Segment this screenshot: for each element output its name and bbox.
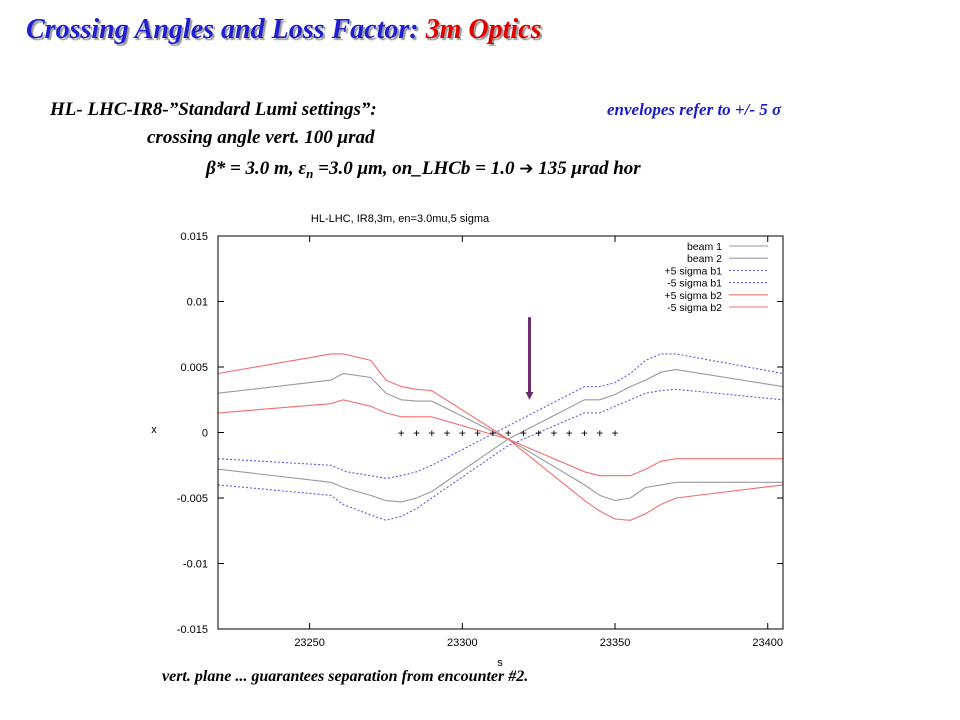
- emittance-lhcb-text: =3.0 μm, on_LHCb = 1.0: [313, 158, 520, 179]
- x-tick-label: 23350: [600, 637, 631, 649]
- plus-marker: +: [551, 427, 558, 440]
- y-tick-label: -0.01: [183, 559, 208, 571]
- plus-marker: +: [596, 427, 603, 440]
- plus-marker: +: [520, 427, 527, 440]
- plus-marker: +: [413, 427, 420, 440]
- y-tick-label: 0.01: [187, 297, 208, 309]
- x-tick-label: 23400: [752, 637, 783, 649]
- legend-label: -5 sigma b2: [667, 302, 722, 314]
- plot-markers-group: + + + + + + + + + + + + + + +: [398, 427, 619, 440]
- series-line-6: [217, 399, 784, 521]
- legend-label: -5 sigma b1: [667, 278, 722, 290]
- y-tick-label: -0.005: [177, 493, 208, 505]
- series-line-5: [217, 353, 783, 477]
- plus-marker: +: [581, 427, 588, 440]
- plus-marker: +: [490, 427, 497, 440]
- settings-heading: HL- LHC-IR8-”Standard Lumi settings”:: [50, 99, 377, 120]
- slide-title: Crossing Angles and Loss Factor: 3m Opti…: [26, 14, 542, 46]
- y-tick-label: -0.015: [177, 624, 208, 636]
- plus-marker: +: [505, 427, 512, 440]
- legend-label: beam 1: [687, 241, 722, 253]
- slide-title-accent: 3m Optics: [425, 14, 542, 45]
- legend-label: beam 2: [687, 253, 722, 265]
- plus-marker: +: [428, 427, 435, 440]
- caption: vert. plane ... guarantees separation fr…: [162, 668, 529, 685]
- plot-series-group: [217, 353, 784, 521]
- y-axis-label: x: [151, 424, 157, 436]
- y-tick-label: 0: [202, 428, 208, 440]
- x-tick-label: 23300: [447, 637, 478, 649]
- envelopes-note: envelopes refer to +/- 5 σ: [607, 100, 782, 119]
- legend-label: +5 sigma b1: [665, 265, 723, 277]
- plus-marker: +: [474, 427, 481, 440]
- plot-axes-group: 23250 23300 23350 23400 -0.015 -0.01 -0.005 0 0.…: [177, 231, 783, 649]
- plus-marker: +: [444, 427, 451, 440]
- horizontal-angle-text: 135 μrad hor: [533, 158, 641, 179]
- plus-marker: +: [566, 427, 573, 440]
- crossing-angle-line: crossing angle vert. 100 μrad: [147, 127, 375, 148]
- plus-marker: +: [398, 427, 405, 440]
- series-line-4: [217, 388, 784, 521]
- optics-parameters-line: β* = 3.0 m, εn =3.0 μm, on_LHCb = 1.0 ➔ …: [206, 158, 641, 182]
- series-line-3: [217, 353, 784, 479]
- plus-marker: +: [535, 427, 542, 440]
- x-axis-label: s: [497, 657, 503, 669]
- emittance-subscript: n: [306, 166, 314, 181]
- y-tick-label: 0.015: [180, 231, 208, 243]
- plus-marker: +: [459, 427, 466, 440]
- legend-label: +5 sigma b2: [665, 290, 723, 302]
- right-arrow-icon: ➔: [519, 159, 534, 179]
- chart-title: HL-LHC, IR8,3m, en=3.0mu,5 sigma: [311, 213, 490, 225]
- slide-title-main: Crossing Angles and Loss Factor:: [26, 14, 426, 45]
- plus-marker: +: [612, 427, 619, 440]
- beta-emittance-text: β* = 3.0 m, ε: [206, 158, 307, 179]
- y-tick-label: 0.005: [180, 362, 208, 374]
- x-tick-label: 23250: [294, 637, 325, 649]
